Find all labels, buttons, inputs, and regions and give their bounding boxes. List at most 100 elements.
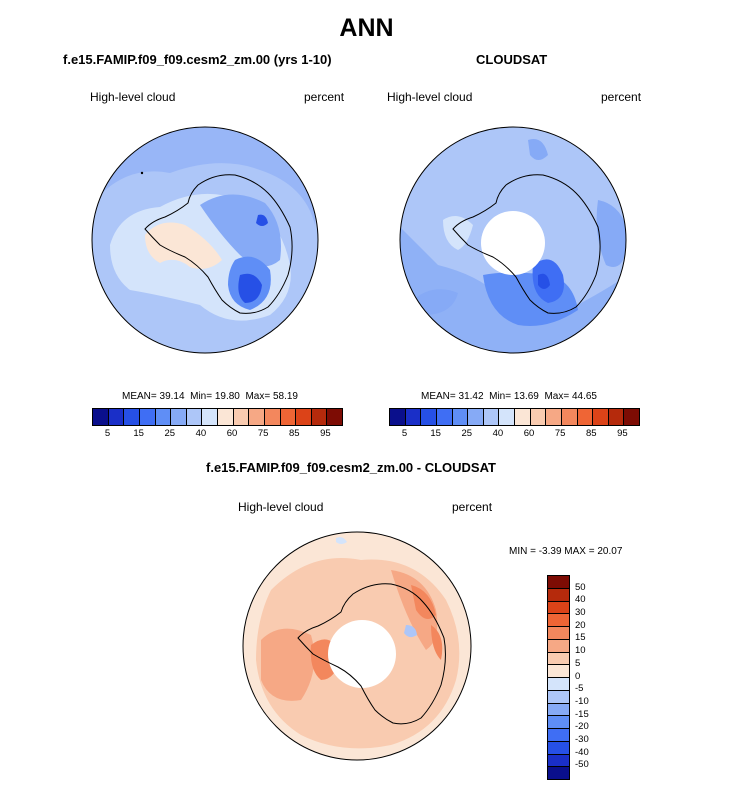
panel2-colorbar-swatch <box>467 409 483 425</box>
panel2-polar-map <box>399 126 627 354</box>
panel2-colorbar-label: 25 <box>461 428 473 439</box>
panel2-variable-label: High-level cloud <box>387 90 473 104</box>
panel3-colorbar <box>547 575 570 780</box>
panel1-colorbar-swatch <box>326 409 342 425</box>
panel2-colorbar-swatch <box>545 409 561 425</box>
panel2-colorbar-swatch <box>404 409 421 425</box>
panel1-colorbar <box>92 408 343 426</box>
panel3-colorbar-label: 0 <box>575 670 581 682</box>
panel2-colorbar-swatch <box>482 409 499 425</box>
panel3-colorbar-swatch <box>548 715 569 728</box>
panel3-colorbar-swatch <box>548 651 569 665</box>
panel3-colorbar-label: -10 <box>575 695 589 707</box>
panel2-title: CLOUDSAT <box>476 52 548 67</box>
panel3-colorbar-label: 20 <box>575 619 586 631</box>
panel1-colorbar-swatch <box>201 409 217 425</box>
panel3-colorbar-label: -30 <box>575 733 589 745</box>
panel1-colorbar-swatch <box>154 409 171 425</box>
panel1-colorbar-swatch <box>138 409 155 425</box>
panel1-colorbar-swatch <box>310 409 327 425</box>
panel3-colorbar-label: 40 <box>575 594 586 606</box>
panel2-colorbar-swatch <box>435 409 452 425</box>
panel1-colorbar-label: 25 <box>164 428 176 439</box>
panel2-colorbar-swatch <box>623 409 639 425</box>
panel2-colorbar <box>389 408 640 426</box>
panel3-colorbar-swatch <box>548 677 569 690</box>
panel2-units-label: percent <box>601 90 642 104</box>
panel2-colorbar-swatch <box>514 409 530 425</box>
panel3-colorbar-label: 15 <box>575 632 586 644</box>
panel3-colorbar-swatch <box>548 626 569 639</box>
panel3-colorbar-swatch <box>548 576 569 588</box>
panel2-colorbar-label: 75 <box>554 428 566 439</box>
panel3-colorbar-swatch <box>548 766 569 779</box>
panel2-colorbar-swatch <box>607 409 624 425</box>
panel2-colorbar-swatch <box>451 409 468 425</box>
panel3-colorbar-label: 10 <box>575 645 586 657</box>
panel3-colorbar-label: -20 <box>575 721 589 733</box>
panel1-colorbar-label: 85 <box>289 428 300 439</box>
panel1-variable-label: High-level cloud <box>90 90 176 104</box>
panel3-colorbar-swatch <box>548 664 569 677</box>
panel1-colorbar-swatch <box>279 409 296 425</box>
panel2-colorbar-swatch <box>576 409 593 425</box>
panel2-colorbar-label: 85 <box>586 428 597 439</box>
panel2-colorbar-swatch <box>498 409 514 425</box>
panel3-minmax: MIN = -3.39 MAX = 20.07 <box>509 546 623 557</box>
panel1-colorbar-swatch <box>248 409 264 425</box>
panel2-colorbar-label: 5 <box>401 428 408 439</box>
panel3-colorbar-swatch <box>548 740 569 754</box>
panel2-colorbar-swatch <box>390 409 405 425</box>
panel3-colorbar-swatch <box>548 728 569 741</box>
panel3-colorbar-swatch <box>548 587 569 601</box>
panel1-colorbar-swatch <box>170 409 186 425</box>
panel3-title: f.e15.FAMIP.f09_f09.cesm2_zm.00 - CLOUDS… <box>206 460 496 475</box>
panel1-colorbar-swatch <box>123 409 139 425</box>
panel3-colorbar-labels: 50 40 30 20 15 10 5 0 -5 -10 -15 -20 -30 -40 -50 <box>575 575 615 778</box>
panel2-colorbar-swatch <box>560 409 577 425</box>
panel1-colorbar-labels: 5 15 25 40 60 75 85 95 <box>92 428 341 442</box>
panel1-colorbar-label: 5 <box>104 428 111 439</box>
panel3-colorbar-label: 50 <box>575 581 586 593</box>
main-title: ANN <box>339 14 394 42</box>
panel3-variable-label: High-level cloud <box>238 500 324 514</box>
panel3-colorbar-swatch <box>548 702 569 716</box>
panel2-colorbar-labels: 5 15 25 40 60 75 85 95 <box>389 428 638 442</box>
panel3-colorbar-label: 5 <box>575 657 581 669</box>
panel1-colorbar-swatch <box>295 409 311 425</box>
panel3-colorbar-swatch <box>548 613 569 626</box>
panel3-colorbar-swatch <box>548 600 569 614</box>
panel2-colorbar-swatch <box>420 409 436 425</box>
panel3-colorbar-swatch <box>548 689 569 703</box>
panel1-colorbar-swatch <box>185 409 202 425</box>
panel1-colorbar-label: 40 <box>195 428 207 439</box>
panel1-colorbar-swatch <box>107 409 124 425</box>
panel2-stats: MEAN= 31.42 Min= 13.69 Max= 44.65 <box>421 391 597 402</box>
panel2-colorbar-label: 15 <box>430 428 441 439</box>
panel2-colorbar-label: 60 <box>523 428 535 439</box>
panel2-colorbar-swatch <box>592 409 608 425</box>
panel1-colorbar-label: 15 <box>133 428 144 439</box>
panel3-polar-map <box>242 531 472 761</box>
panel1-colorbar-swatch <box>232 409 249 425</box>
panel1-units-label: percent <box>304 90 345 104</box>
panel2-colorbar-label: 40 <box>492 428 504 439</box>
panel1-colorbar-swatch <box>263 409 280 425</box>
panel1-title: f.e15.FAMIP.f09_f09.cesm2_zm.00 (yrs 1-1… <box>63 52 332 67</box>
panel1-colorbar-swatch <box>217 409 233 425</box>
panel3-colorbar-swatch <box>548 753 569 767</box>
panel1-colorbar-swatch <box>93 409 108 425</box>
panel1-colorbar-label: 95 <box>320 428 331 439</box>
panel3-colorbar-label: -5 <box>575 683 584 695</box>
panel3-colorbar-swatch <box>548 638 569 652</box>
panel3-colorbar-label: -40 <box>575 746 589 758</box>
panel2-colorbar-swatch <box>529 409 546 425</box>
panel1-stats: MEAN= 39.14 Min= 19.80 Max= 58.19 <box>122 391 298 402</box>
panel3-units-label: percent <box>452 500 493 514</box>
panel2-colorbar-label: 95 <box>617 428 628 439</box>
panel3-colorbar-label: 30 <box>575 607 586 619</box>
panel1-colorbar-label: 75 <box>257 428 269 439</box>
panel1-colorbar-label: 60 <box>226 428 238 439</box>
panel3-colorbar-label: -15 <box>575 708 589 720</box>
panel1-polar-map <box>91 126 319 354</box>
